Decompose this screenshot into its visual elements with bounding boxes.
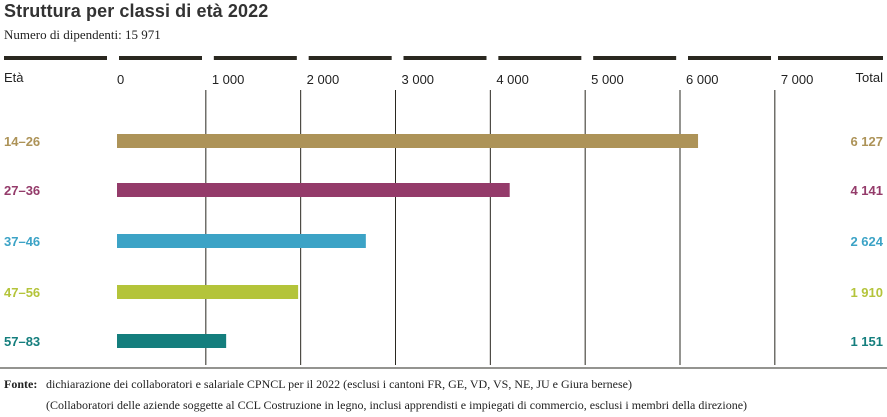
header-rule-segment <box>688 56 771 60</box>
total-value-label: 2 624 <box>850 234 883 249</box>
category-label: 27–36 <box>4 183 40 198</box>
header-rule-segment <box>4 56 107 60</box>
total-value-label: 4 141 <box>850 183 883 198</box>
chart-title: Struttura per classi di età 2022 <box>4 1 269 21</box>
header-rule-segment <box>308 56 392 60</box>
category-label: 57–83 <box>4 334 40 349</box>
header-rule-segment <box>119 56 202 60</box>
total-value-label: 1 910 <box>850 285 883 300</box>
bar <box>117 234 366 248</box>
x-tick-label: 3 000 <box>402 72 435 87</box>
bar-chart: 0 1 000 2 000 3 000 4 000 5 000 6 000 7 000 14–2… <box>0 56 887 369</box>
source-line-1: dichiarazione dei collaboratori e salari… <box>46 377 632 391</box>
x-tick-label: 6 000 <box>686 72 719 87</box>
x-tick-label: 1 000 <box>212 72 245 87</box>
category-label: 47–56 <box>4 285 40 300</box>
total-value-label: 6 127 <box>850 134 883 149</box>
chart-subtitle: Numero di dipendenti: 15 971 <box>4 27 161 42</box>
column-header-total: Total <box>855 70 883 85</box>
source-label: Fonte: <box>4 377 38 391</box>
header-rule-segment <box>593 56 677 60</box>
bar <box>117 285 299 299</box>
bar <box>117 134 699 148</box>
category-label: 37–46 <box>4 234 40 249</box>
x-tick-label: 7 000 <box>781 72 814 87</box>
bar <box>117 183 510 197</box>
column-header-age: Età <box>4 70 24 85</box>
total-value-label: 1 151 <box>850 334 883 349</box>
header-rule-segment <box>778 56 883 60</box>
header-rule-segment <box>403 56 487 60</box>
x-tick-label: 0 <box>117 72 124 87</box>
category-label: 14–26 <box>4 134 40 149</box>
header-rule-segment <box>498 56 582 60</box>
bar <box>117 334 227 348</box>
x-tick-label: 2 000 <box>307 72 340 87</box>
x-tick-label: 5 000 <box>591 72 624 87</box>
source-note: Fonte: dichiarazione dei collaboratori e … <box>4 377 632 392</box>
header-rule-segment <box>213 56 297 60</box>
x-tick-label: 4 000 <box>496 72 529 87</box>
source-line-2: (Collaboratori delle aziende soggette al… <box>46 398 748 412</box>
